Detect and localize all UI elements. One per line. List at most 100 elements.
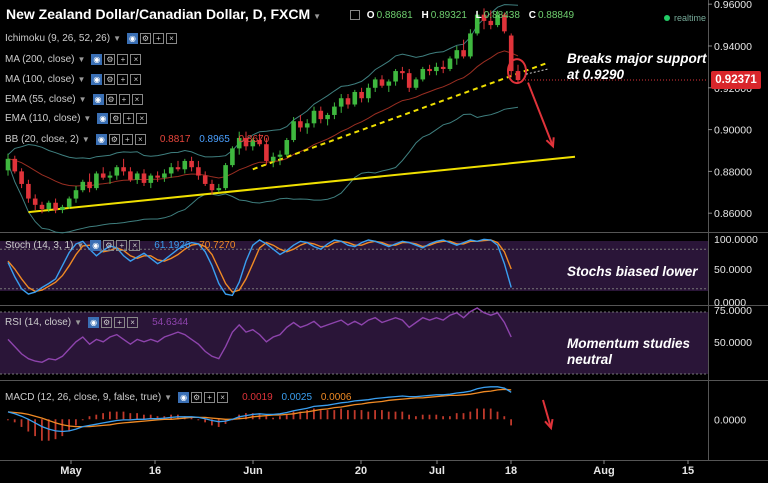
add-icon[interactable]: + [117,54,129,65]
chevron-down-icon[interactable]: ▼ [74,318,83,327]
add-icon[interactable]: + [114,317,126,328]
close-icon[interactable]: × [130,74,142,85]
indicator-row-bb[interactable]: BB (20, close, 2) ▼ ◉ ⚙ + × 0.8817 0.8965 0.… [5,134,269,145]
macd-hist-bar [211,419,213,426]
close-icon[interactable]: × [136,113,148,124]
candle-body [338,98,344,107]
stoch-y-tick-label: 0.0000 [714,297,746,309]
close-icon[interactable]: × [130,54,142,65]
close-icon[interactable]: × [129,240,141,251]
macd-hist-bar [449,416,451,420]
settings-icon[interactable]: ⚙ [105,94,117,105]
rsi-y-tick-label: 50.0000 [714,337,752,349]
eye-icon[interactable]: ◉ [178,392,190,403]
add-icon[interactable]: + [118,94,130,105]
chevron-down-icon[interactable]: ▼ [164,393,173,402]
chevron-down-icon[interactable]: ▼ [83,114,92,123]
close-icon[interactable]: × [217,392,229,403]
candle-body [60,206,65,211]
y-tick-label: 0.90000 [714,125,752,137]
macd-arrow-head [544,418,554,431]
indicator-row-ema110[interactable]: EMA (110, close) ▼ ◉ ⚙ + × [5,113,148,124]
add-icon[interactable]: + [123,113,135,124]
indicator-row-ma100[interactable]: MA (100, close) ▼ ◉ ⚙ + × [5,74,142,85]
annotation-line: neutral [567,352,613,367]
x-tick-label: May [60,465,82,477]
settings-icon[interactable]: ⚙ [104,54,116,65]
add-icon[interactable]: + [152,33,164,44]
candle-body [284,140,290,155]
candle-body [440,66,446,69]
rsi-line [7,307,512,364]
eye-icon[interactable]: ◉ [88,317,100,328]
macd-hist-bar [340,408,342,420]
eye-icon[interactable]: ◉ [97,113,109,124]
candle-body [257,140,262,145]
chevron-down-icon[interactable]: ▼ [78,95,87,104]
chevron-down-icon[interactable]: ▼ [76,241,85,250]
indicator-label: MACD (12, 26, close, 9, false, true) [5,392,162,403]
eye-icon[interactable]: ◉ [126,33,138,44]
indicator-row-ma200[interactable]: MA (200, close) ▼ ◉ ⚙ + × [5,54,142,65]
macd-hist-bar [401,411,404,420]
eye-icon[interactable]: ◉ [92,94,104,105]
settings-icon[interactable]: ⚙ [104,74,116,85]
candle-body [427,68,432,72]
chevron-down-icon[interactable]: ▼ [77,75,86,84]
settings-icon[interactable]: ⚙ [191,392,203,403]
settings-icon[interactable]: ⚙ [110,113,122,124]
indicator-row-ichimoku[interactable]: Ichimoku (9, 26, 52, 26) ▼ ◉ ⚙ + × [5,33,177,44]
add-icon[interactable]: + [117,74,129,85]
macd-hist-bar [7,419,9,421]
close-icon[interactable]: × [165,33,177,44]
macd-hist-value: 0.0019 [242,392,273,403]
macd-hist-bar [299,411,302,420]
eye-icon[interactable] [350,10,360,21]
last-price-badge: 0.92371 [711,71,761,89]
macd-hist-bar [462,413,465,420]
candle-body [277,154,283,157]
add-icon[interactable]: + [116,240,128,251]
close-icon[interactable]: × [127,317,139,328]
settings-icon[interactable]: ⚙ [101,317,113,328]
ohlc-high-value: 0.89321 [430,10,467,21]
eye-icon[interactable]: ◉ [95,134,107,145]
eye-icon[interactable]: ◉ [91,54,103,65]
candle-body [461,50,466,57]
candle-body [230,148,235,166]
settings-icon[interactable]: ⚙ [103,240,115,251]
indicator-row-macd[interactable]: MACD (12, 26, close, 9, false, true) ▼ ◉ ⚙… [5,392,351,403]
symbol-title[interactable]: New Zealand Dollar/Canadian Dollar, D, F… [6,6,311,22]
downtrend-arrow [527,82,554,147]
eye-icon[interactable]: ◉ [90,240,102,251]
close-icon[interactable]: × [131,94,143,105]
add-icon[interactable]: + [204,392,216,403]
chevron-down-icon[interactable]: ▼ [77,55,86,64]
indicator-label: Ichimoku (9, 26, 52, 26) [5,33,111,44]
indicator-row-ema55[interactable]: EMA (55, close) ▼ ◉ ⚙ + × [5,94,143,105]
close-icon[interactable]: × [134,134,146,145]
x-tick-label: Jul [429,465,445,477]
indicator-row-stoch[interactable]: Stoch (14, 3, 1) ▼ ◉ ⚙ + × 61.1926 70.7270 [5,240,235,251]
macd-hist-bar [428,414,431,420]
chart-title: New Zealand Dollar/Canadian Dollar, D, F… [6,6,321,22]
bb-basis-value: 0.8817 [159,134,191,145]
add-icon[interactable]: + [121,134,133,145]
candle-body [32,198,38,205]
chevron-down-icon[interactable]: ▼ [81,135,90,144]
macd-hist-bar [367,411,370,420]
settings-icon[interactable]: ⚙ [108,134,120,145]
eye-icon[interactable]: ◉ [91,74,103,85]
indicator-row-rsi[interactable]: RSI (14, close) ▼ ◉ ⚙ + × 54.6344 [5,317,188,328]
candle-body [168,167,174,174]
macd-hist-bar [313,408,315,420]
chevron-down-icon[interactable]: ▼ [113,34,121,43]
chevron-down-icon[interactable]: ▼ [313,12,322,21]
downtrend-arrow-head [545,137,555,149]
settings-icon[interactable]: ⚙ [139,33,151,44]
ohlc-close-value: 0.88849 [537,10,575,21]
annotation-stoch: Stochs biased lower [567,264,698,280]
candle-body [39,204,45,210]
candle-body [100,173,106,178]
